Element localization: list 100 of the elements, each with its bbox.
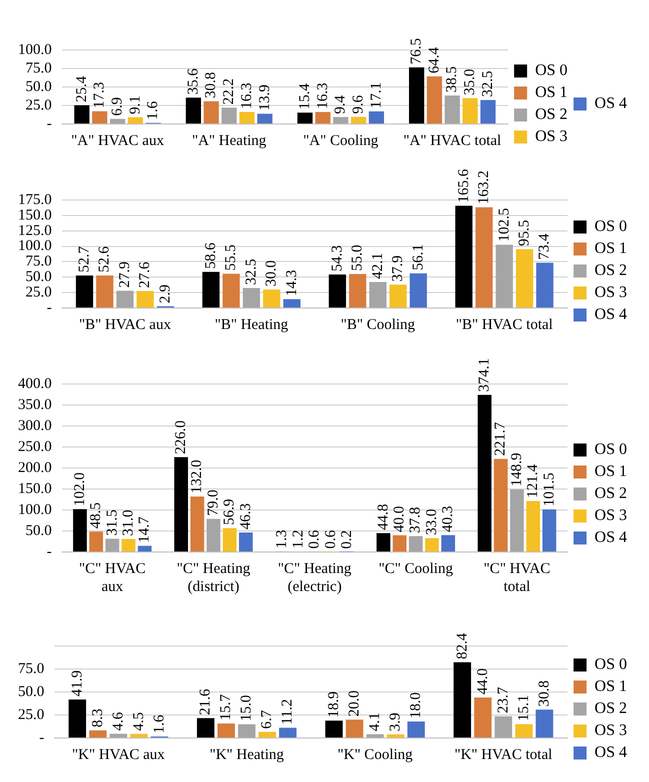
y-tick-label: - [46,116,52,132]
bar [496,244,513,308]
y-tick-label: 175.0 [18,192,52,208]
legend-label: OS 1 [535,84,568,102]
data-label: 15.4 [296,82,313,110]
bar [425,538,439,552]
data-label: 13.9 [256,84,273,111]
data-label: 14.3 [284,270,300,296]
data-label: 15.0 [238,694,255,722]
bar [257,114,272,124]
bar [222,108,237,124]
data-label: 1.6 [145,100,162,120]
x-tick-label: "K" HVAC aux [72,746,166,763]
x-tick-label: "A" HVAC aux [71,132,164,149]
y-tick-label: - [46,300,52,316]
bar [526,501,540,552]
data-label: 3.9 [388,712,404,732]
legend-label: OS 1 [594,678,627,696]
legend-label: OS 2 [594,700,627,718]
x-tick-label: "B" HVAC aux [78,316,172,333]
data-label: 16.3 [314,82,331,109]
bar [206,518,220,552]
data-label: 221.7 [492,422,509,456]
data-label: 6.7 [259,710,276,729]
data-label: 73.4 [536,232,553,260]
bar [217,724,235,738]
x-tick-label: "A" HVAC total [403,132,502,149]
bar [92,111,108,124]
x-tick-label: "A" Cooling [303,132,379,149]
bar [174,457,188,552]
data-label: 48.5 [88,502,104,529]
bar [444,96,460,124]
bar [407,721,425,738]
y-tick-label: 25.0 [26,284,52,301]
y-tick-label: 250.0 [18,438,52,455]
data-label: 42.1 [370,252,386,280]
data-label: 374.1 [476,358,493,392]
bar [408,536,423,552]
legend-label: OS 4 [594,95,627,112]
bar [186,98,202,124]
legend-label: OS 1 [594,463,627,480]
data-label: 32.5 [480,70,496,97]
x-tick-label: "K" HVAC total [454,746,552,763]
bar [536,262,554,308]
data-label: 1.3 [274,530,290,548]
bar [297,112,313,124]
data-label: 27.9 [116,262,133,288]
data-label: 1.6 [151,714,168,734]
y-tick-label: 400.0 [18,376,52,392]
legend-label: OS 4 [594,306,627,324]
bar [346,720,364,738]
y-tick-label: 50.0 [26,269,52,286]
bar [368,111,384,124]
data-label: 40.3 [440,506,456,532]
bar [138,546,152,552]
y-tick-label: 150.0 [18,480,52,497]
data-label: 9.6 [350,94,367,114]
y-tick-label: 75.0 [26,60,52,76]
bar [196,718,214,738]
data-label: 23.7 [495,686,512,714]
data-label: 20.0 [346,690,362,717]
data-label: 22.2 [221,78,238,105]
bar [222,274,240,308]
bar [349,274,366,308]
bar [376,533,390,552]
x-tick-label: "C" HVAC aux [79,560,146,595]
data-label: 40.0 [392,506,408,532]
data-label: 76.5 [408,38,425,64]
data-label: 17.1 [368,82,384,108]
bar [386,734,404,738]
data-label: 56.9 [222,498,238,526]
data-label: 102.0 [72,472,88,506]
data-label: 226.0 [173,420,190,454]
data-label: 25.4 [74,75,90,102]
bar [410,273,427,308]
data-label: 163.2 [476,170,492,204]
data-label: 4.6 [110,712,126,731]
bar [202,272,220,308]
data-label: 9.1 [127,96,144,114]
data-label: 132.0 [189,460,206,494]
data-label: 32.5 [243,258,260,285]
y-tick-label: - [39,730,44,746]
x-tick-label: "C" HVAC total [484,560,550,595]
bar [455,206,472,308]
x-tick-label: "B" Heating [214,316,289,333]
data-label: 64.4 [426,46,442,74]
data-label: 27.6 [137,261,154,288]
data-label: 14.7 [136,516,153,543]
data-label: 37.9 [390,255,406,282]
legend-label: OS 2 [594,485,627,502]
legend-label: OS 2 [535,106,568,124]
data-label: 15.7 [218,694,234,721]
bar [462,98,478,124]
data-label: 31.0 [120,510,136,536]
data-label: 41.9 [69,670,86,696]
bar [369,282,386,308]
y-tick-label: 50.0 [26,78,52,95]
data-label: 30.8 [203,72,220,98]
data-label: 18.0 [408,692,424,718]
data-label: 33.0 [424,508,440,536]
